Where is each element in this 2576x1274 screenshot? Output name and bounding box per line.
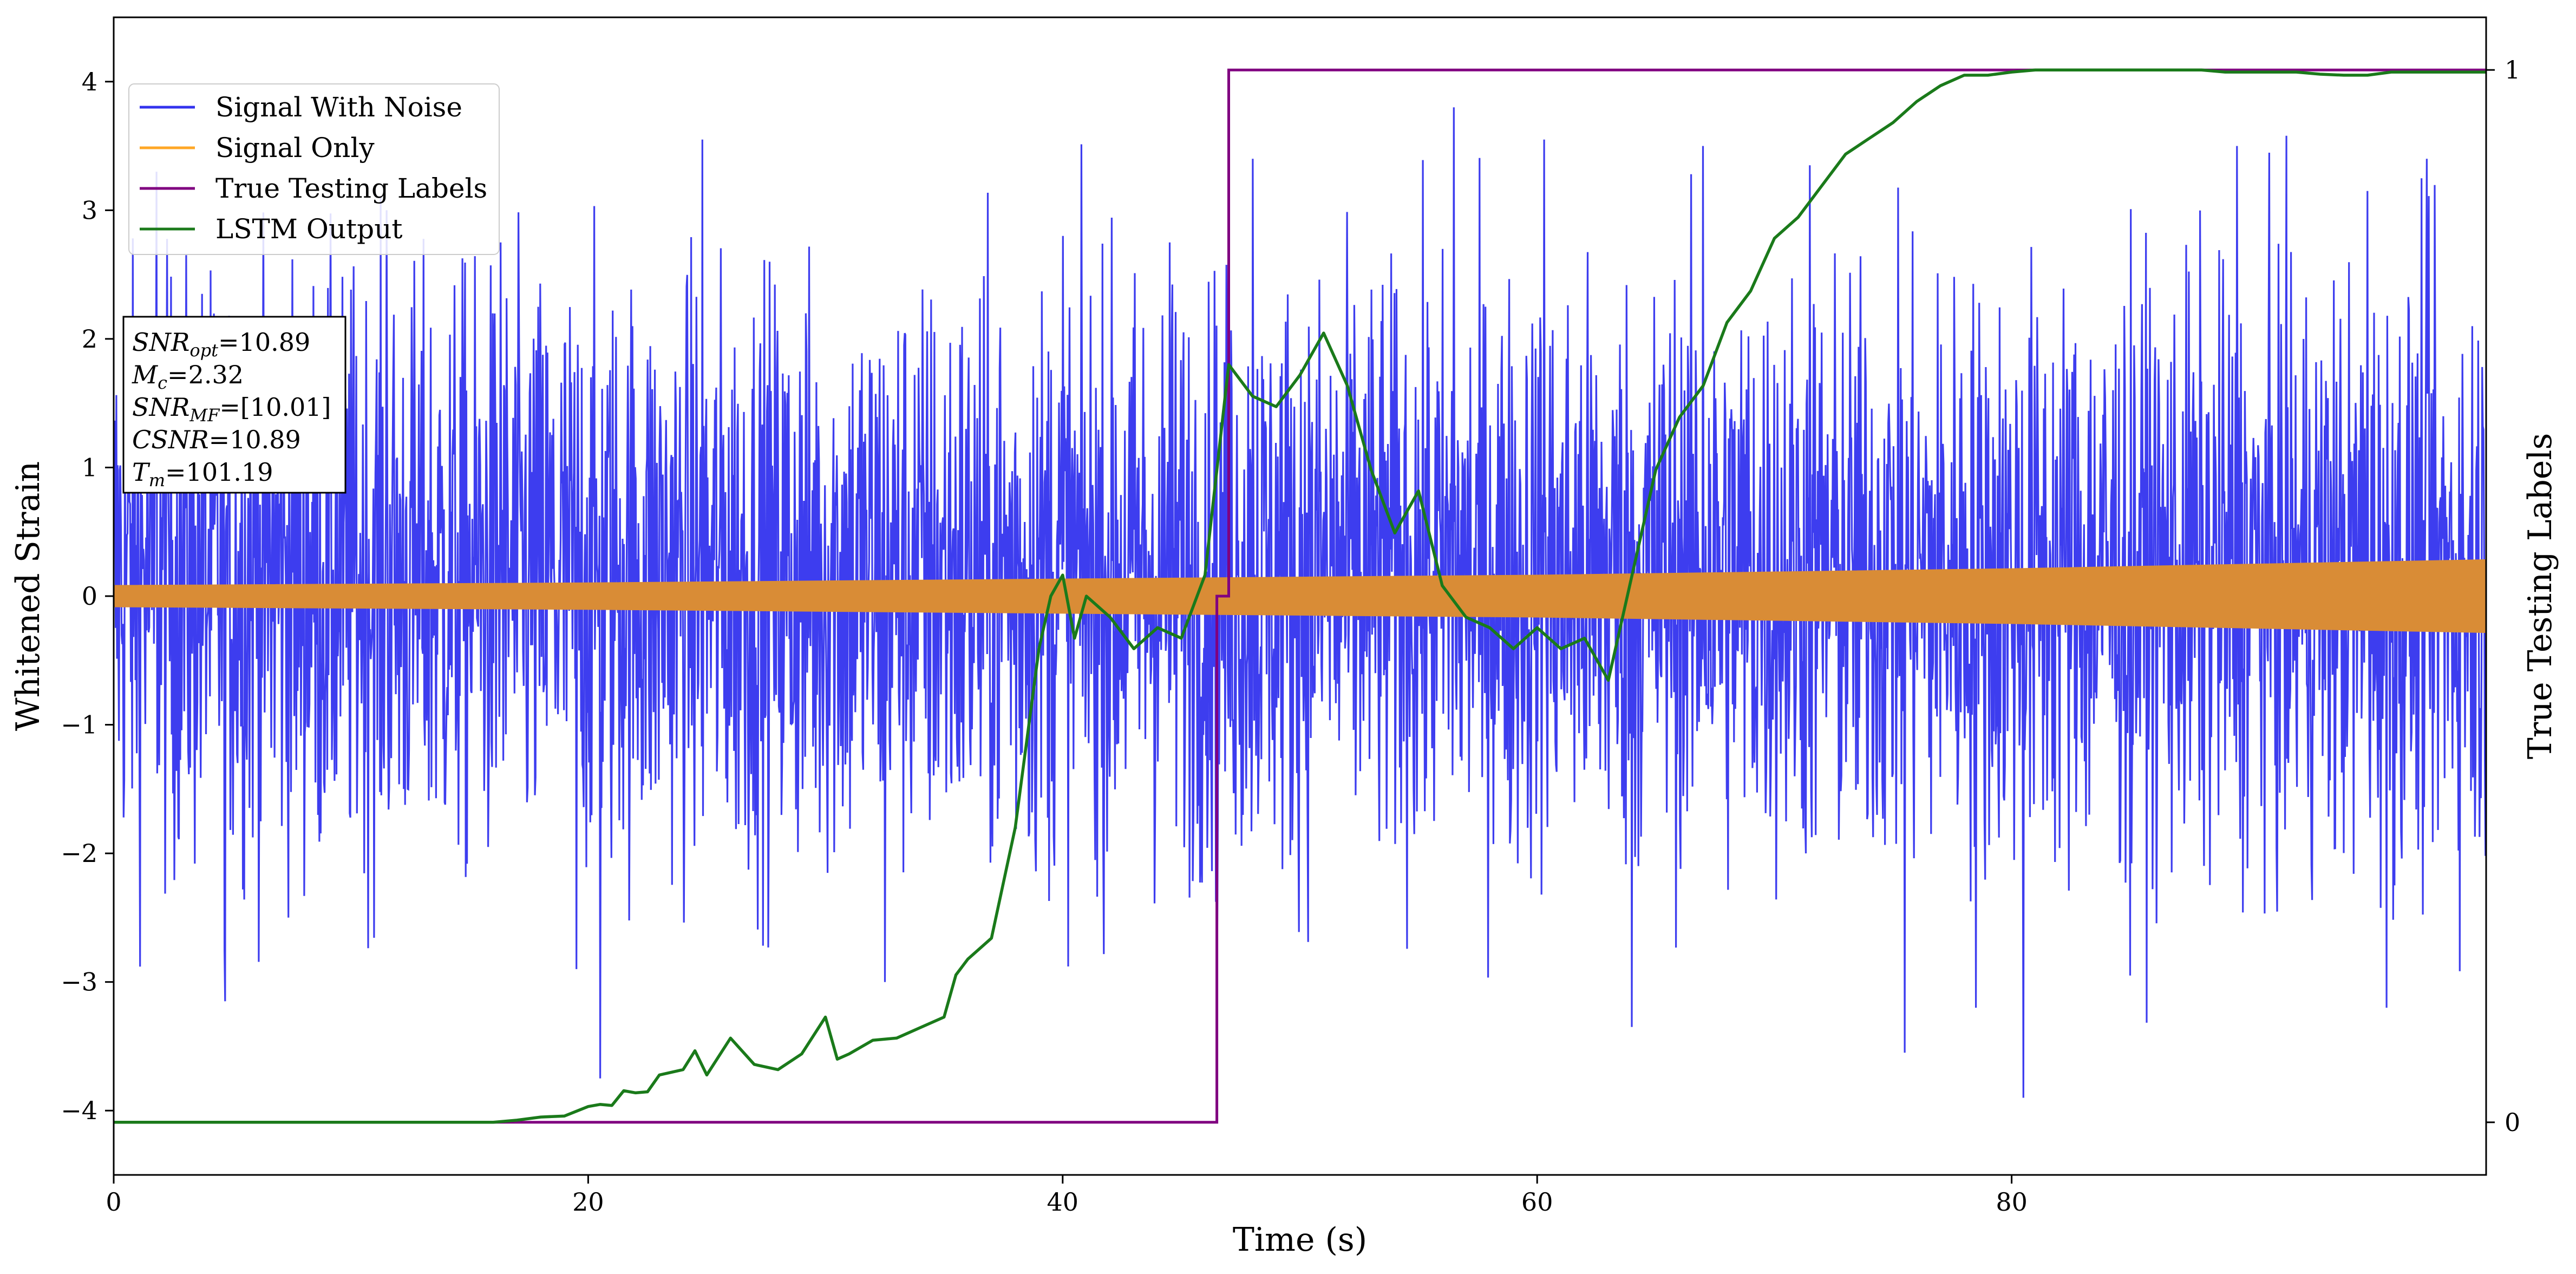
x-tick-label: 40 bbox=[1047, 1187, 1079, 1217]
series-lstm-output bbox=[114, 68, 2486, 1124]
info-line: Tm=101.19 bbox=[132, 458, 273, 491]
x-tick-label: 60 bbox=[1521, 1187, 1553, 1217]
series-true-testing-labels bbox=[114, 68, 2486, 1124]
series-signal-with-noise bbox=[114, 107, 2486, 1098]
y2-tick-label: 1 bbox=[2505, 55, 2520, 84]
y-tick-label: 1 bbox=[82, 453, 97, 482]
noise-trace bbox=[114, 107, 2486, 1098]
x-axis: 0 20 40 60 80 bbox=[106, 1175, 2028, 1217]
x-tick-label: 80 bbox=[1996, 1187, 2028, 1217]
legend-label-true-testing-labels: True Testing Labels bbox=[215, 173, 487, 204]
y2-axis-title: True Testing Labels bbox=[2521, 433, 2559, 760]
x-tick-label: 20 bbox=[572, 1187, 604, 1217]
y-tick-label: −2 bbox=[61, 839, 97, 868]
info-line: CSNR=10.89 bbox=[132, 425, 301, 454]
legend: Signal With Noise Signal Only True Testi… bbox=[128, 83, 500, 255]
y-axis-title: Whitened Strain bbox=[9, 461, 47, 731]
info-line: Mc=2.32 bbox=[132, 360, 244, 393]
info-line: SNRMF=[10.01] bbox=[132, 393, 331, 426]
labels-line bbox=[114, 68, 2486, 1124]
y-axis-right: 01 bbox=[2486, 55, 2520, 1137]
y-tick-label: 2 bbox=[82, 324, 97, 354]
legend-label-lstm-output: LSTM Output bbox=[215, 213, 402, 245]
y-tick-label: 0 bbox=[82, 582, 97, 611]
info-box: SNRopt=10.89Mc=2.32SNRMF=[10.01]CSNR=10.… bbox=[122, 316, 346, 494]
x-axis-title: Time (s) bbox=[1233, 1221, 1367, 1259]
y-tick-label: −1 bbox=[61, 710, 97, 740]
legend-label-signal-with-noise: Signal With Noise bbox=[215, 92, 462, 123]
lstm-line bbox=[114, 68, 2486, 1124]
y-axis-left: −4 −3 −2 −1 0 1 2 3 4 bbox=[61, 67, 114, 1125]
y2-tick-label: 0 bbox=[2505, 1108, 2520, 1137]
legend-frame bbox=[128, 83, 500, 255]
info-line: SNRopt=10.89 bbox=[132, 328, 310, 361]
y-tick-label: −4 bbox=[61, 1096, 97, 1125]
y-tick-label: 3 bbox=[82, 195, 97, 225]
y-tick-label: 4 bbox=[82, 67, 97, 96]
x-tick-label: 0 bbox=[106, 1187, 121, 1217]
info-box-frame bbox=[122, 316, 346, 494]
legend-label-signal-only: Signal Only bbox=[215, 132, 375, 164]
y-tick-label: −3 bbox=[61, 968, 97, 997]
